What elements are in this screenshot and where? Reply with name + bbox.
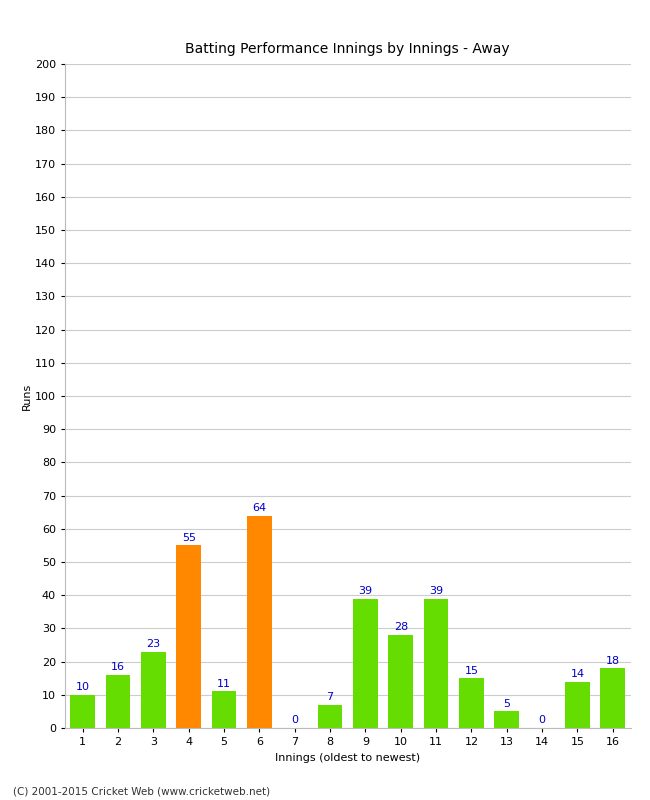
Bar [247,515,272,728]
Y-axis label: Runs: Runs [22,382,32,410]
Text: 15: 15 [465,666,478,675]
Text: 5: 5 [503,698,510,709]
Text: 39: 39 [358,586,372,596]
Text: 28: 28 [394,622,408,632]
Text: 7: 7 [326,692,333,702]
Text: (C) 2001-2015 Cricket Web (www.cricketweb.net): (C) 2001-2015 Cricket Web (www.cricketwe… [13,786,270,796]
Text: 14: 14 [571,669,584,679]
Bar [70,694,95,728]
Text: 23: 23 [146,639,161,649]
Bar [176,546,201,728]
Text: 10: 10 [75,682,90,692]
Text: 11: 11 [217,679,231,689]
X-axis label: Innings (oldest to newest): Innings (oldest to newest) [275,753,421,762]
Bar [212,691,237,728]
Text: 39: 39 [429,586,443,596]
Bar [106,675,131,728]
Text: 0: 0 [539,715,545,726]
Text: 55: 55 [182,533,196,542]
Bar [141,652,166,728]
Text: 0: 0 [291,715,298,726]
Text: 16: 16 [111,662,125,672]
Bar [495,711,519,728]
Text: 18: 18 [606,655,620,666]
Text: 64: 64 [252,503,266,513]
Title: Batting Performance Innings by Innings - Away: Batting Performance Innings by Innings -… [185,42,510,56]
Bar [389,635,413,728]
Bar [601,668,625,728]
Bar [318,705,343,728]
Bar [424,598,448,728]
Bar [565,682,590,728]
Bar [353,598,378,728]
Bar [459,678,484,728]
